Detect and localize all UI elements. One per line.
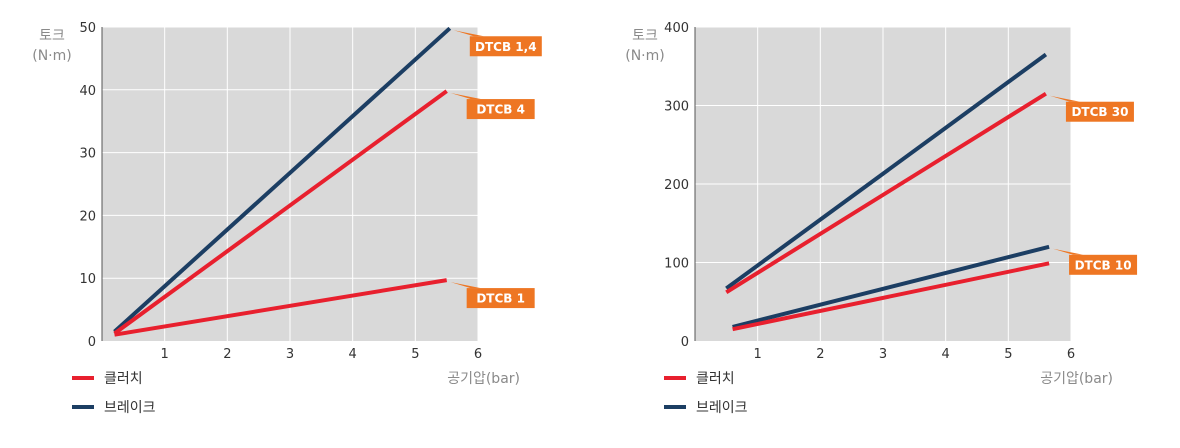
series-line-clutch [725,92,1047,294]
callout: DTCB 10 [1053,248,1138,275]
callout-label: DTCB 1 [476,292,525,306]
x-tick-label: 3 [879,347,887,362]
x-tick-label: 1 [754,347,762,362]
y-tick-label: 10 [79,272,96,287]
callout-box [469,36,542,57]
x-axis-label: 공기압(bar) [1040,371,1113,387]
series-line-brake [725,52,1048,291]
series-line-brake [113,26,452,334]
legend-label: 클러치 [696,371,735,387]
chart-2: 0 100 200 300 400 1 2 3 4 5 6 토크 (N·m) 공기압(bar) DTCB 3… [625,21,1138,416]
series-line-clutch [113,89,448,336]
x-tick-label: 3 [286,347,294,362]
y-axis-unit: (N·m) [32,48,71,64]
x-axis-label: 공기압(bar) [447,371,520,387]
series-line-brake [732,244,1050,329]
x-tick-label: 4 [349,347,357,362]
x-tick-label: 1 [161,347,169,362]
y-tick-label: 0 [681,335,689,350]
y-axis-label: 토크 [632,28,658,44]
callout-pointer [453,30,484,37]
series-line-clutch [732,261,1050,332]
callout-pointer [1049,95,1080,102]
x-tick-label: 5 [1004,347,1012,362]
callout: DTCB 4 [450,93,535,120]
y-tick-label: 50 [79,21,96,36]
series-line-clutch [114,278,448,337]
callout: DTCB 30 [1049,95,1134,122]
legend-label: 브레이크 [104,400,156,416]
x-tick-label: 2 [223,347,231,362]
chart-1: 0 10 20 30 40 50 1 2 3 4 5 6 토크 (N·m) 공기압(bar) DTCB 1,4… [32,21,542,416]
callout-pointer [450,282,481,289]
y-tick-label: 200 [664,178,689,193]
callout-box [1069,254,1138,275]
x-tick-label: 5 [411,347,419,362]
y-axis-label: 토크 [39,28,65,44]
y-tick-label: 0 [88,335,96,350]
callout-label: DTCB 10 [1075,258,1132,272]
y-axis-unit: (N·m) [625,48,664,64]
x-tick-label: 4 [942,347,950,362]
callout-box [1065,101,1134,122]
callout-label: DTCB 1,4 [475,40,537,54]
legend-label: 브레이크 [696,400,748,416]
callout-box [466,288,535,309]
callout-pointer [1053,248,1084,255]
y-tick-label: 300 [664,100,689,115]
legend-label: 클러치 [104,371,143,387]
y-tick-label: 30 [79,147,96,162]
x-tick-label: 6 [1067,347,1075,362]
callout-label: DTCB 30 [1071,105,1128,119]
callout-pointer [450,93,481,100]
y-tick-label: 40 [79,84,96,99]
y-tick-label: 100 [664,257,689,272]
callout-label: DTCB 4 [476,103,525,117]
y-tick-label: 20 [79,209,96,224]
y-tick-label: 400 [664,21,689,36]
x-tick-label: 2 [816,347,824,362]
callout: DTCB 1,4 [453,30,542,57]
x-tick-label: 6 [474,347,482,362]
callout: DTCB 1 [450,282,535,309]
callout-box [466,99,535,120]
